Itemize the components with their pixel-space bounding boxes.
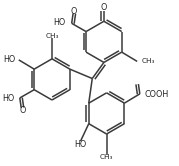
Text: O: O	[19, 106, 26, 115]
Text: O: O	[101, 3, 107, 12]
Text: CH₃: CH₃	[142, 58, 155, 64]
Text: COOH: COOH	[145, 90, 169, 99]
Text: HO: HO	[4, 55, 16, 64]
Text: HO: HO	[74, 140, 87, 149]
Text: HO: HO	[54, 18, 66, 27]
Text: O: O	[70, 7, 77, 16]
Text: HO: HO	[2, 94, 14, 103]
Text: CH₃: CH₃	[45, 33, 59, 39]
Text: CH₃: CH₃	[100, 154, 113, 160]
